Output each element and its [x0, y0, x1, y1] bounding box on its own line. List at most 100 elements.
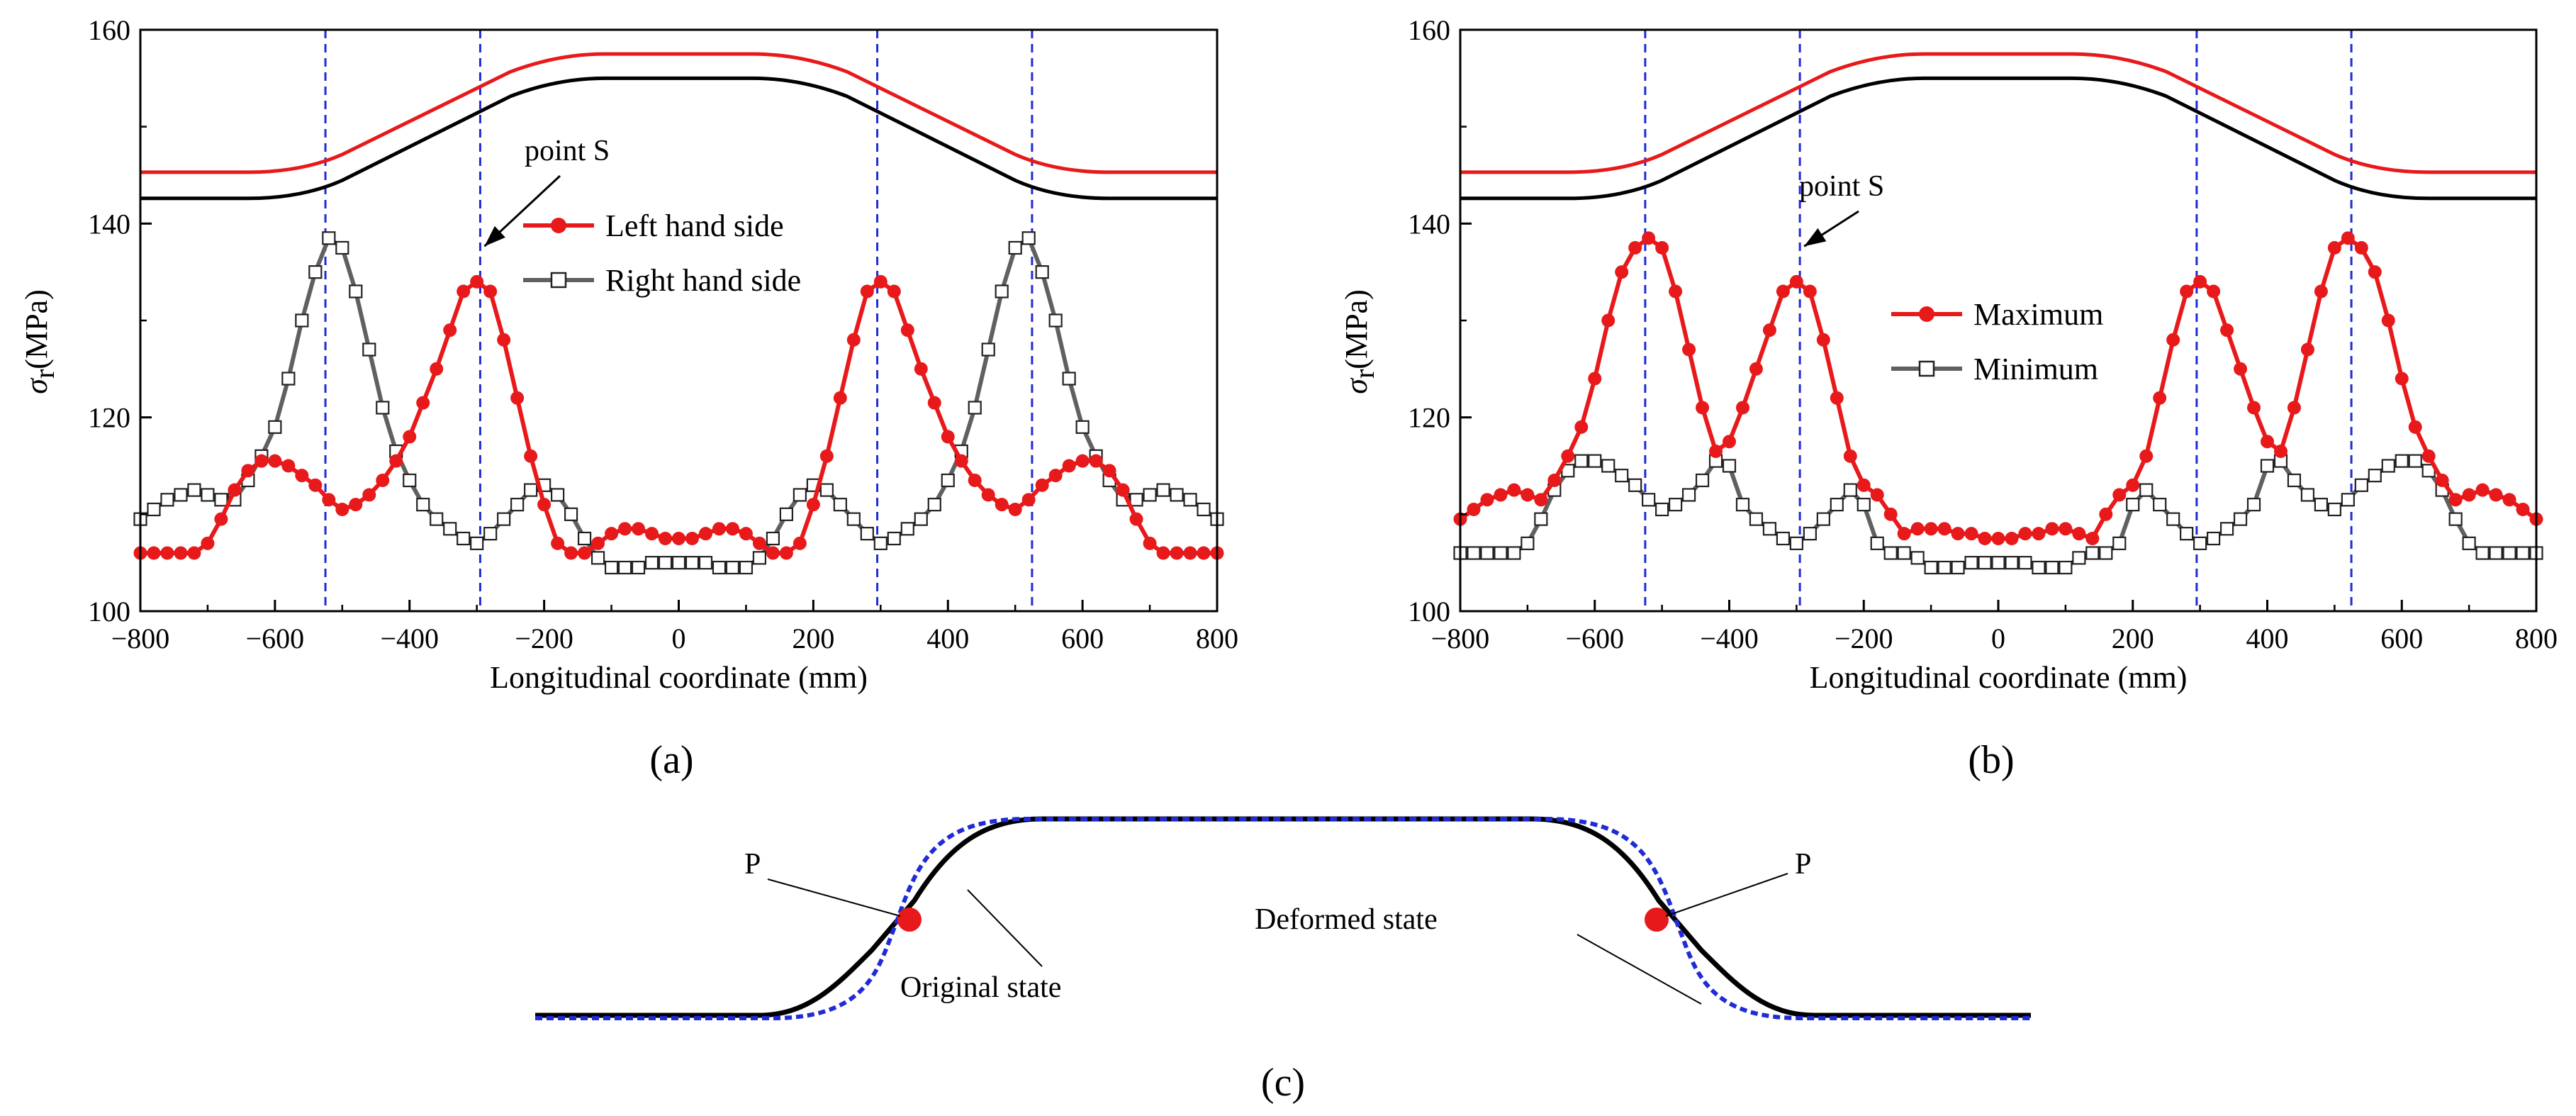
- data-point: [2166, 512, 2180, 526]
- legend-marker: [1918, 360, 1935, 377]
- data-point: [1857, 498, 1871, 512]
- legend-label: Right hand side: [605, 263, 801, 298]
- data-point: [1547, 474, 1562, 487]
- data-point: [617, 560, 632, 575]
- data-point: [1048, 313, 1063, 328]
- data-point: [632, 522, 646, 536]
- data-point: [2314, 498, 2328, 512]
- data-point: [160, 546, 174, 560]
- data-point: [659, 532, 673, 545]
- data-point: [1803, 284, 1817, 298]
- data-point: [1722, 459, 1737, 473]
- y-axis-subscript: r: [28, 369, 60, 379]
- data-point: [712, 522, 726, 536]
- y-axis-subscript: r: [1348, 369, 1380, 379]
- data-point: [457, 284, 471, 298]
- data-point: [914, 512, 928, 526]
- data-point: [2489, 546, 2503, 560]
- data-point: [2489, 488, 2503, 502]
- data-point: [2287, 401, 2301, 415]
- data-point: [1143, 488, 1157, 502]
- data-point: [228, 483, 242, 497]
- data-point: [591, 536, 605, 550]
- data-point: [2516, 546, 2530, 560]
- data-point: [2247, 401, 2261, 415]
- data-point: [1062, 372, 1076, 386]
- data-point: [2112, 536, 2127, 550]
- data-point: [1762, 323, 1776, 337]
- legend-label: Maximum: [1973, 297, 2103, 332]
- data-point: [1534, 493, 1548, 507]
- data-point: [1480, 493, 1494, 507]
- x-tick-label: 400: [2246, 623, 2289, 654]
- data-point: [174, 546, 188, 560]
- data-point: [430, 512, 444, 526]
- series-line: [1459, 235, 2538, 541]
- data-point: [1951, 527, 1965, 541]
- vertical-reference-lines: [324, 30, 1034, 611]
- data-point: [2234, 362, 2248, 376]
- data-point: [1183, 493, 1197, 507]
- data-point: [618, 522, 632, 536]
- legend-item: Maximum: [1891, 297, 2103, 332]
- data-point: [160, 493, 174, 507]
- legend-marker: [551, 218, 566, 233]
- data-point: [1035, 478, 1049, 492]
- data-point: [2327, 502, 2341, 517]
- data-point: [658, 556, 673, 570]
- data-point: [362, 488, 376, 502]
- data-point: [457, 531, 471, 546]
- data-point: [2207, 284, 2221, 298]
- data-point: [941, 430, 955, 444]
- data-point: [1129, 493, 1143, 507]
- data-point: [914, 362, 928, 376]
- data-point: [483, 284, 498, 298]
- data-point: [1978, 556, 1992, 570]
- data-point: [1588, 372, 1602, 386]
- point-s-annotation: point S: [483, 135, 610, 247]
- data-point: [483, 527, 498, 541]
- data-point: [1816, 333, 1830, 347]
- data-point: [1897, 546, 1911, 560]
- data-point: [2354, 478, 2368, 492]
- annotation-arrow-head: [484, 225, 505, 247]
- data-point: [698, 556, 713, 570]
- data-point: [376, 474, 390, 487]
- data-point: [1924, 560, 1938, 575]
- data-point: [1696, 401, 1710, 415]
- geometry-overlay-lines: [140, 52, 1217, 201]
- data-point: [887, 284, 901, 298]
- data-point: [1682, 342, 1696, 357]
- data-point: [954, 454, 968, 468]
- data-point: [2395, 372, 2409, 386]
- leader-original-state: [967, 889, 1043, 967]
- data-point: [1951, 560, 1965, 575]
- data-point: [860, 527, 874, 541]
- x-tick-label: −400: [1700, 623, 1759, 654]
- data-point: [2219, 522, 2234, 536]
- data-point: [1601, 313, 1615, 328]
- data-point: [1467, 546, 1481, 560]
- data-point: [1655, 241, 1669, 255]
- data-point: [2408, 420, 2422, 434]
- series-maximum: [1453, 231, 2543, 545]
- data-point: [2072, 551, 2086, 565]
- x-tick-label: −800: [1431, 623, 1490, 654]
- data-point: [2368, 265, 2382, 279]
- data-point: [1669, 284, 1683, 298]
- x-tick-label: 600: [1061, 623, 1104, 654]
- y-tick-label: 140: [88, 208, 130, 240]
- label-p-right: P: [1795, 848, 1811, 881]
- data-point: [631, 560, 646, 575]
- data-point: [147, 502, 161, 517]
- data-point: [214, 493, 228, 507]
- y-axis-unit: (MPa): [1339, 289, 1374, 369]
- data-point: [739, 560, 754, 575]
- data-point: [2421, 449, 2436, 463]
- legend: Maximum Minimum: [1891, 297, 2103, 386]
- data-point: [1991, 532, 2005, 545]
- x-tick-label: 200: [792, 623, 834, 654]
- deformed-state-profile: [535, 817, 2031, 1020]
- data-point: [1008, 240, 1022, 255]
- data-point: [645, 527, 659, 541]
